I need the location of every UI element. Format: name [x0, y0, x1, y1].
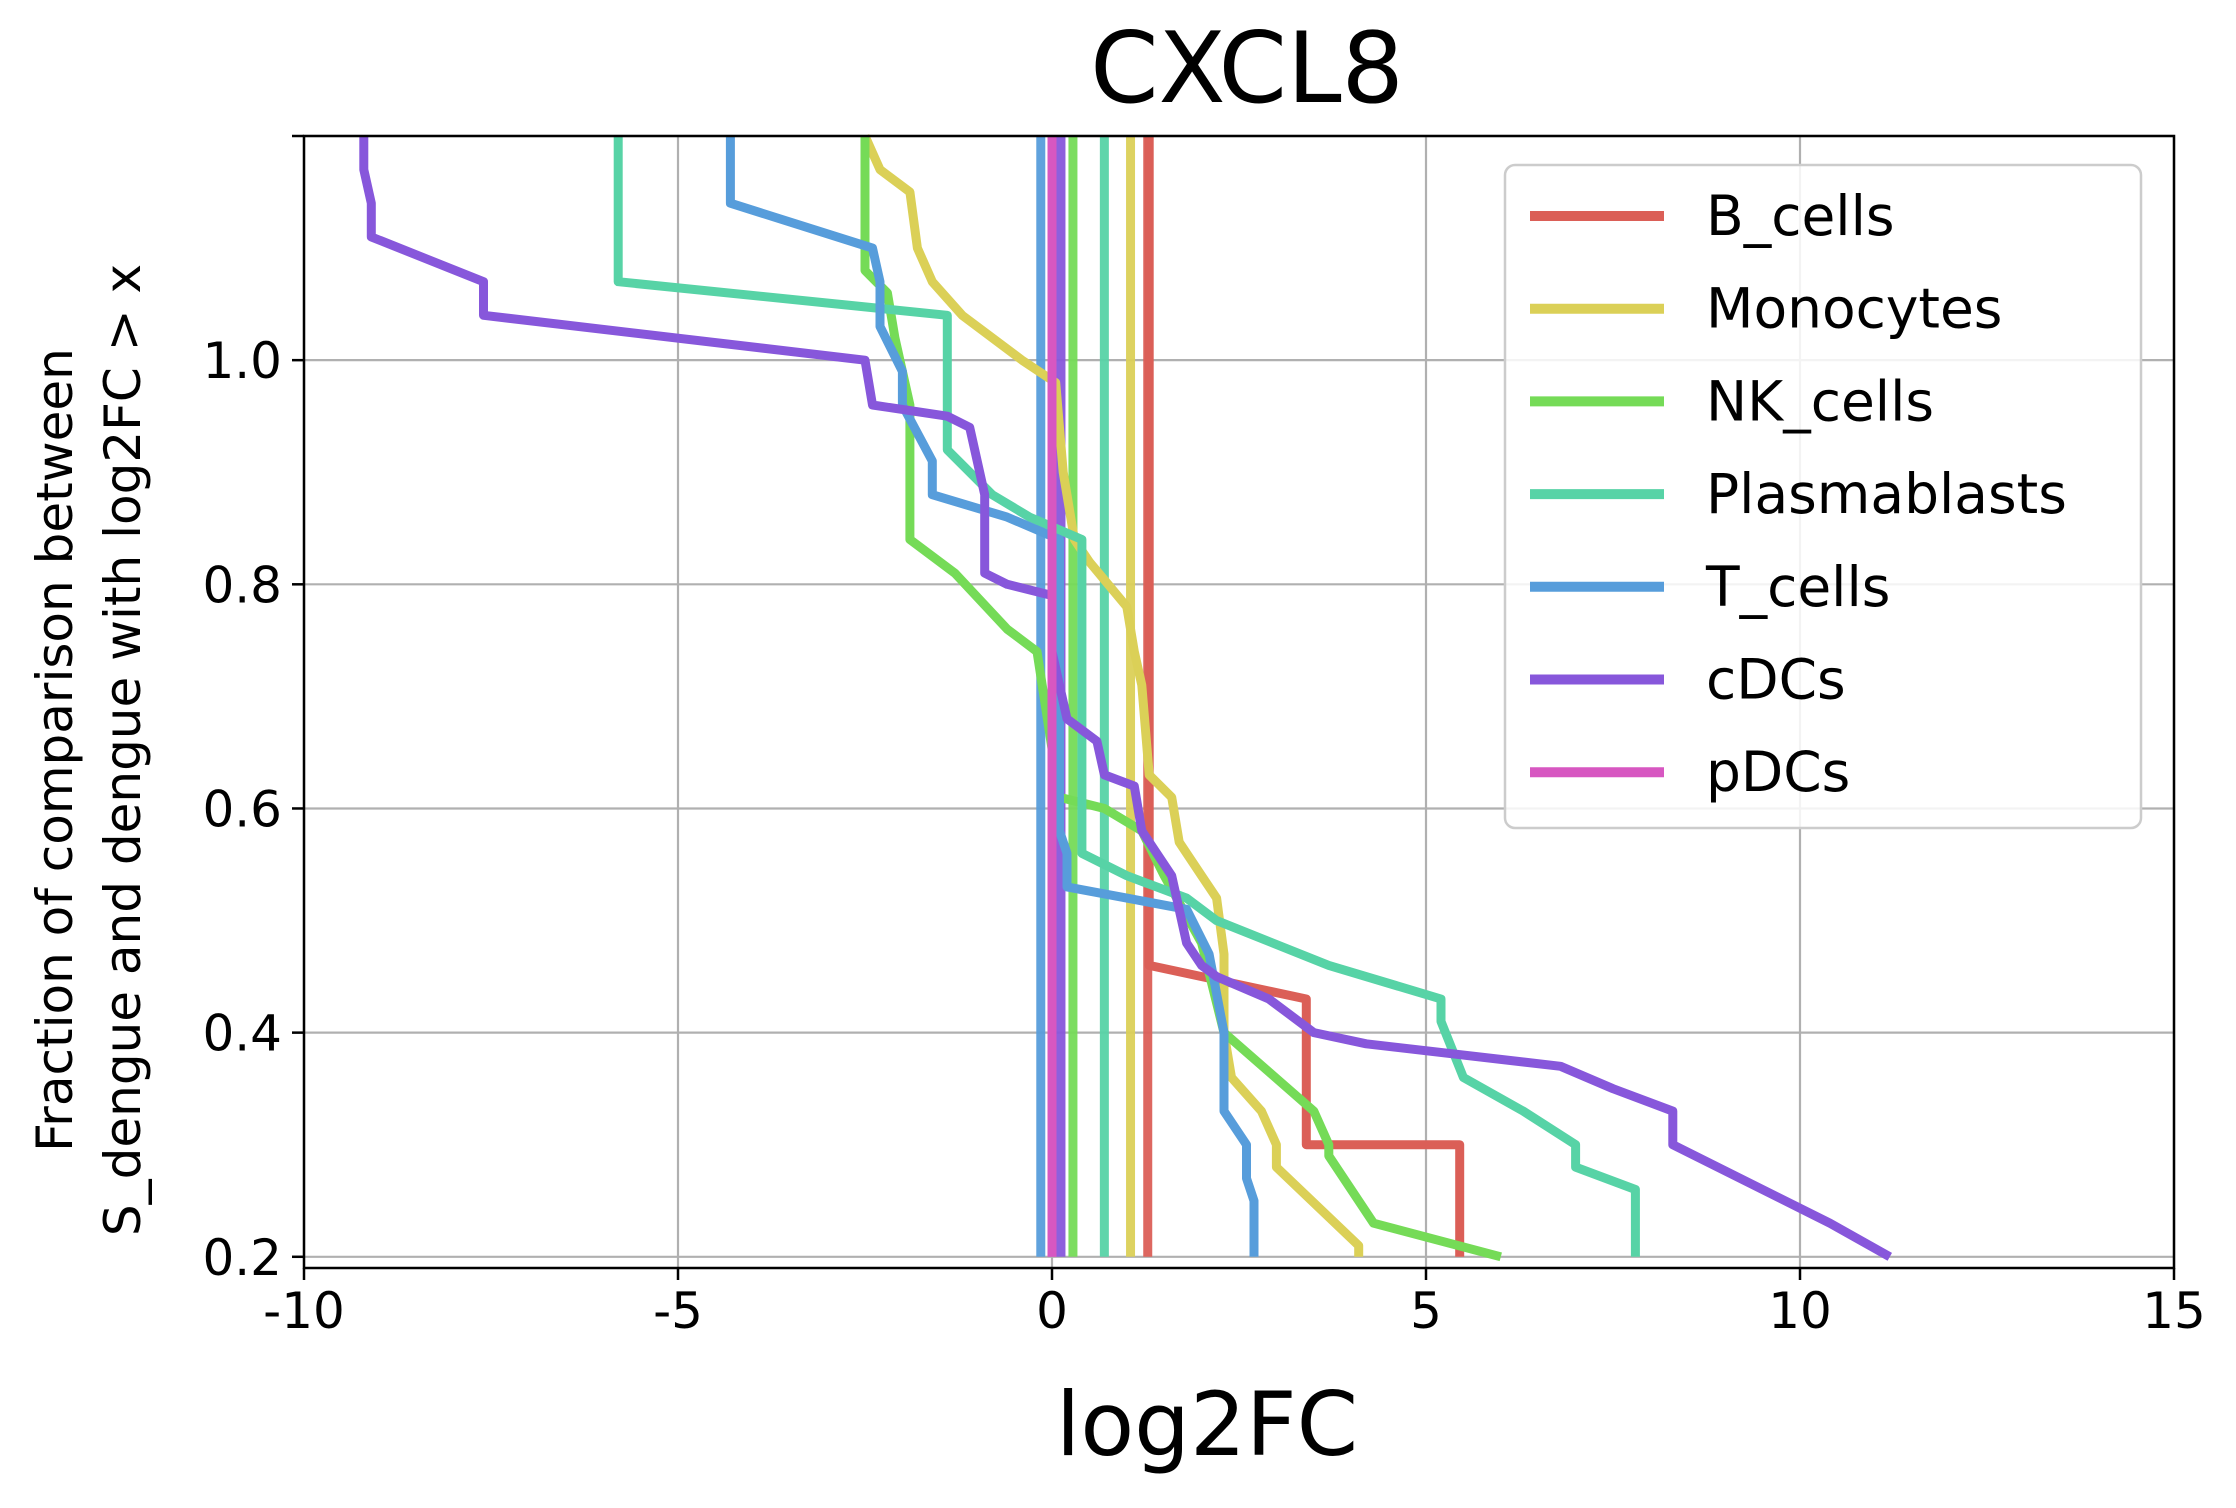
series-line-t_cells	[725, 136, 1259, 1257]
y-axis-label: Fraction of comparison between S_dengue …	[26, 264, 152, 1236]
legend-items: B_cells Monocytes NK_cells Plasmablasts T_ce…	[1530, 184, 2067, 804]
series-line-cdcs	[359, 136, 1893, 1261]
y-tick-label: 0.4	[202, 1005, 282, 1063]
legend-box	[1503, 163, 2143, 830]
y-tick-label: 0.6	[202, 780, 282, 838]
plot-frame	[302, 134, 2176, 1270]
x-axis-ticks: -10 -5 0 5 10 15	[263, 1268, 2206, 1340]
series-layer	[359, 134, 1893, 1262]
y-tick-label: 1.0	[202, 332, 282, 390]
y-tick-label: 0.8	[202, 556, 282, 614]
y-tick-label: 0.2	[202, 1229, 282, 1287]
x-tick-label: 0	[1036, 1282, 1068, 1340]
series-line-b_cells	[1144, 136, 1465, 1257]
y-axis-ticks: 0.2 0.4 0.6 0.8 1.0	[202, 134, 304, 1287]
legend-label: T_cells	[1705, 555, 1890, 619]
chart-title: CXCL8	[1090, 12, 1404, 126]
y-axis-label-line-2: S_dengue and dengue with log2FC > x	[94, 264, 152, 1236]
legend-label: NK_cells	[1706, 369, 1934, 433]
x-axis-label: log2FC	[1056, 1373, 1358, 1476]
x-tick-label: -10	[263, 1282, 345, 1340]
legend-label: cDCs	[1706, 648, 1846, 712]
legend: B_cells Monocytes NK_cells Plasmablasts T_ce…	[1503, 163, 2143, 830]
series-line-nk_cells	[860, 136, 1502, 1262]
x-tick-label: 15	[2142, 1282, 2206, 1340]
legend-label: Monocytes	[1706, 277, 2002, 341]
x-tick-label: -5	[653, 1282, 703, 1340]
series-line-monocytes	[860, 134, 1364, 1257]
y-axis-label-line-1: Fraction of comparison between	[26, 348, 84, 1152]
series-line-plasmablasts	[613, 136, 1640, 1257]
x-tick-label: 10	[1768, 1282, 1832, 1340]
x-tick-label: 5	[1410, 1282, 1442, 1340]
legend-label: Plasmablasts	[1706, 462, 2067, 526]
legend-label: B_cells	[1706, 184, 1895, 248]
legend-label: pDCs	[1706, 740, 1850, 804]
